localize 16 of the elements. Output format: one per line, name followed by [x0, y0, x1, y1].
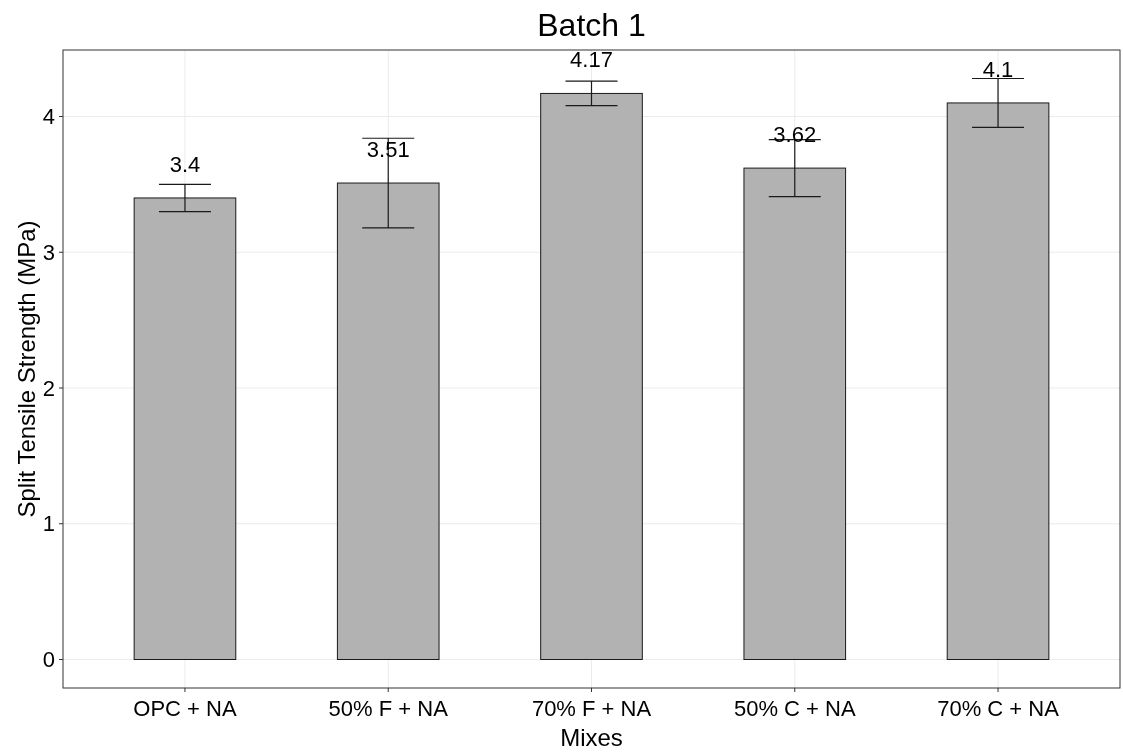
x-tick-label: OPC + NA: [133, 695, 237, 721]
chart-title: Batch 1: [537, 7, 646, 44]
data-label: 3.4: [169, 151, 201, 177]
y-tick-label: 2: [42, 375, 55, 401]
x-axis-title: Mixes: [560, 724, 623, 752]
y-tick-label: 1: [42, 511, 55, 537]
x-tick-label: 50% F + NA: [328, 695, 449, 721]
data-label: 4.1: [982, 56, 1014, 82]
x-tick-label: 70% F + NA: [531, 695, 652, 721]
x-tick-label: 50% C + NA: [733, 695, 856, 721]
data-label: 4.17: [570, 47, 613, 73]
y-tick-label: 3: [42, 239, 55, 265]
y-tick-label: 4: [42, 104, 55, 130]
y-axis-title: Split Tensile Strength (MPa): [13, 220, 41, 518]
x-tick-label: 70% C + NA: [937, 695, 1060, 721]
y-tick-label: 0: [42, 647, 55, 673]
